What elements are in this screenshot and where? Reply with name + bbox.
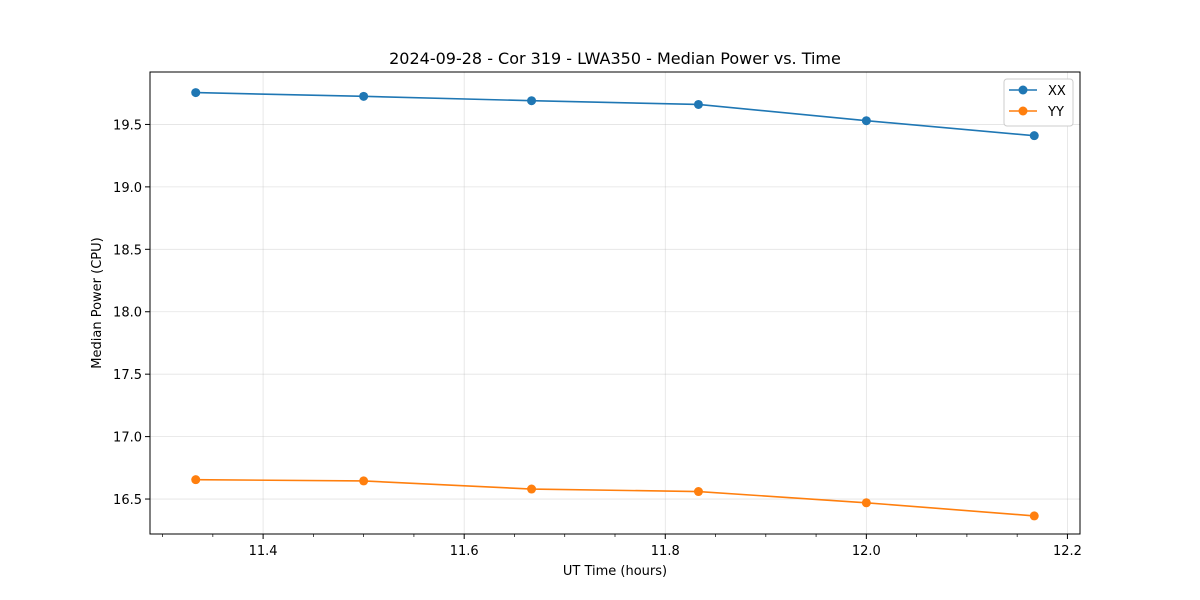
chart-title: 2024-09-28 - Cor 319 - LWA350 - Median P…: [389, 49, 841, 68]
x-axis: 11.4 11.6 11.8 12.0 12.2: [162, 534, 1082, 559]
series-yy-point: [861, 498, 871, 508]
y-tick-label: 17.5: [113, 368, 142, 383]
x-tick-label: 12.0: [852, 544, 881, 559]
plot-series: [191, 88, 1039, 521]
x-tick-label: 11.4: [249, 544, 278, 559]
series-xx-point: [359, 91, 369, 101]
series-yy-point: [359, 476, 369, 486]
legend-xx-marker: [1018, 85, 1028, 95]
x-tick-label: 11.6: [450, 544, 479, 559]
series-yy-point: [191, 475, 201, 485]
series-xx-point: [1029, 131, 1039, 141]
legend: XX YY: [1003, 78, 1074, 127]
series-xx-point: [693, 99, 703, 109]
y-tick-label: 19.0: [113, 181, 142, 196]
legend-yy-marker: [1018, 106, 1028, 116]
series-yy-point: [1029, 511, 1039, 521]
y-tick-label: 17.0: [113, 431, 142, 446]
y-axis-label: Median Power (CPU): [90, 237, 105, 368]
series-xx-point: [527, 96, 537, 106]
grid: [150, 72, 1080, 534]
legend-yy-label: YY: [1047, 105, 1064, 120]
series-xx-point: [191, 88, 201, 98]
x-tick-label: 12.2: [1053, 544, 1082, 559]
y-tick-label: 16.5: [113, 493, 142, 508]
x-axis-label: UT Time (hours): [563, 564, 667, 579]
y-tick-label: 18.0: [113, 306, 142, 321]
x-tick-label: 11.8: [651, 544, 680, 559]
legend-xx-label: XX: [1048, 84, 1066, 99]
y-tick-label: 18.5: [113, 243, 142, 258]
series-xx-point: [861, 116, 871, 126]
series-xx-line: [195, 91, 1035, 137]
series-yy-point: [693, 487, 703, 497]
series-yy-point: [527, 484, 537, 494]
series-yy-line: [195, 478, 1035, 517]
y-tick-label: 19.5: [113, 118, 142, 133]
y-axis: 16.5 17.0 17.5 18.0 18.5 19.0 19.5: [113, 118, 150, 508]
